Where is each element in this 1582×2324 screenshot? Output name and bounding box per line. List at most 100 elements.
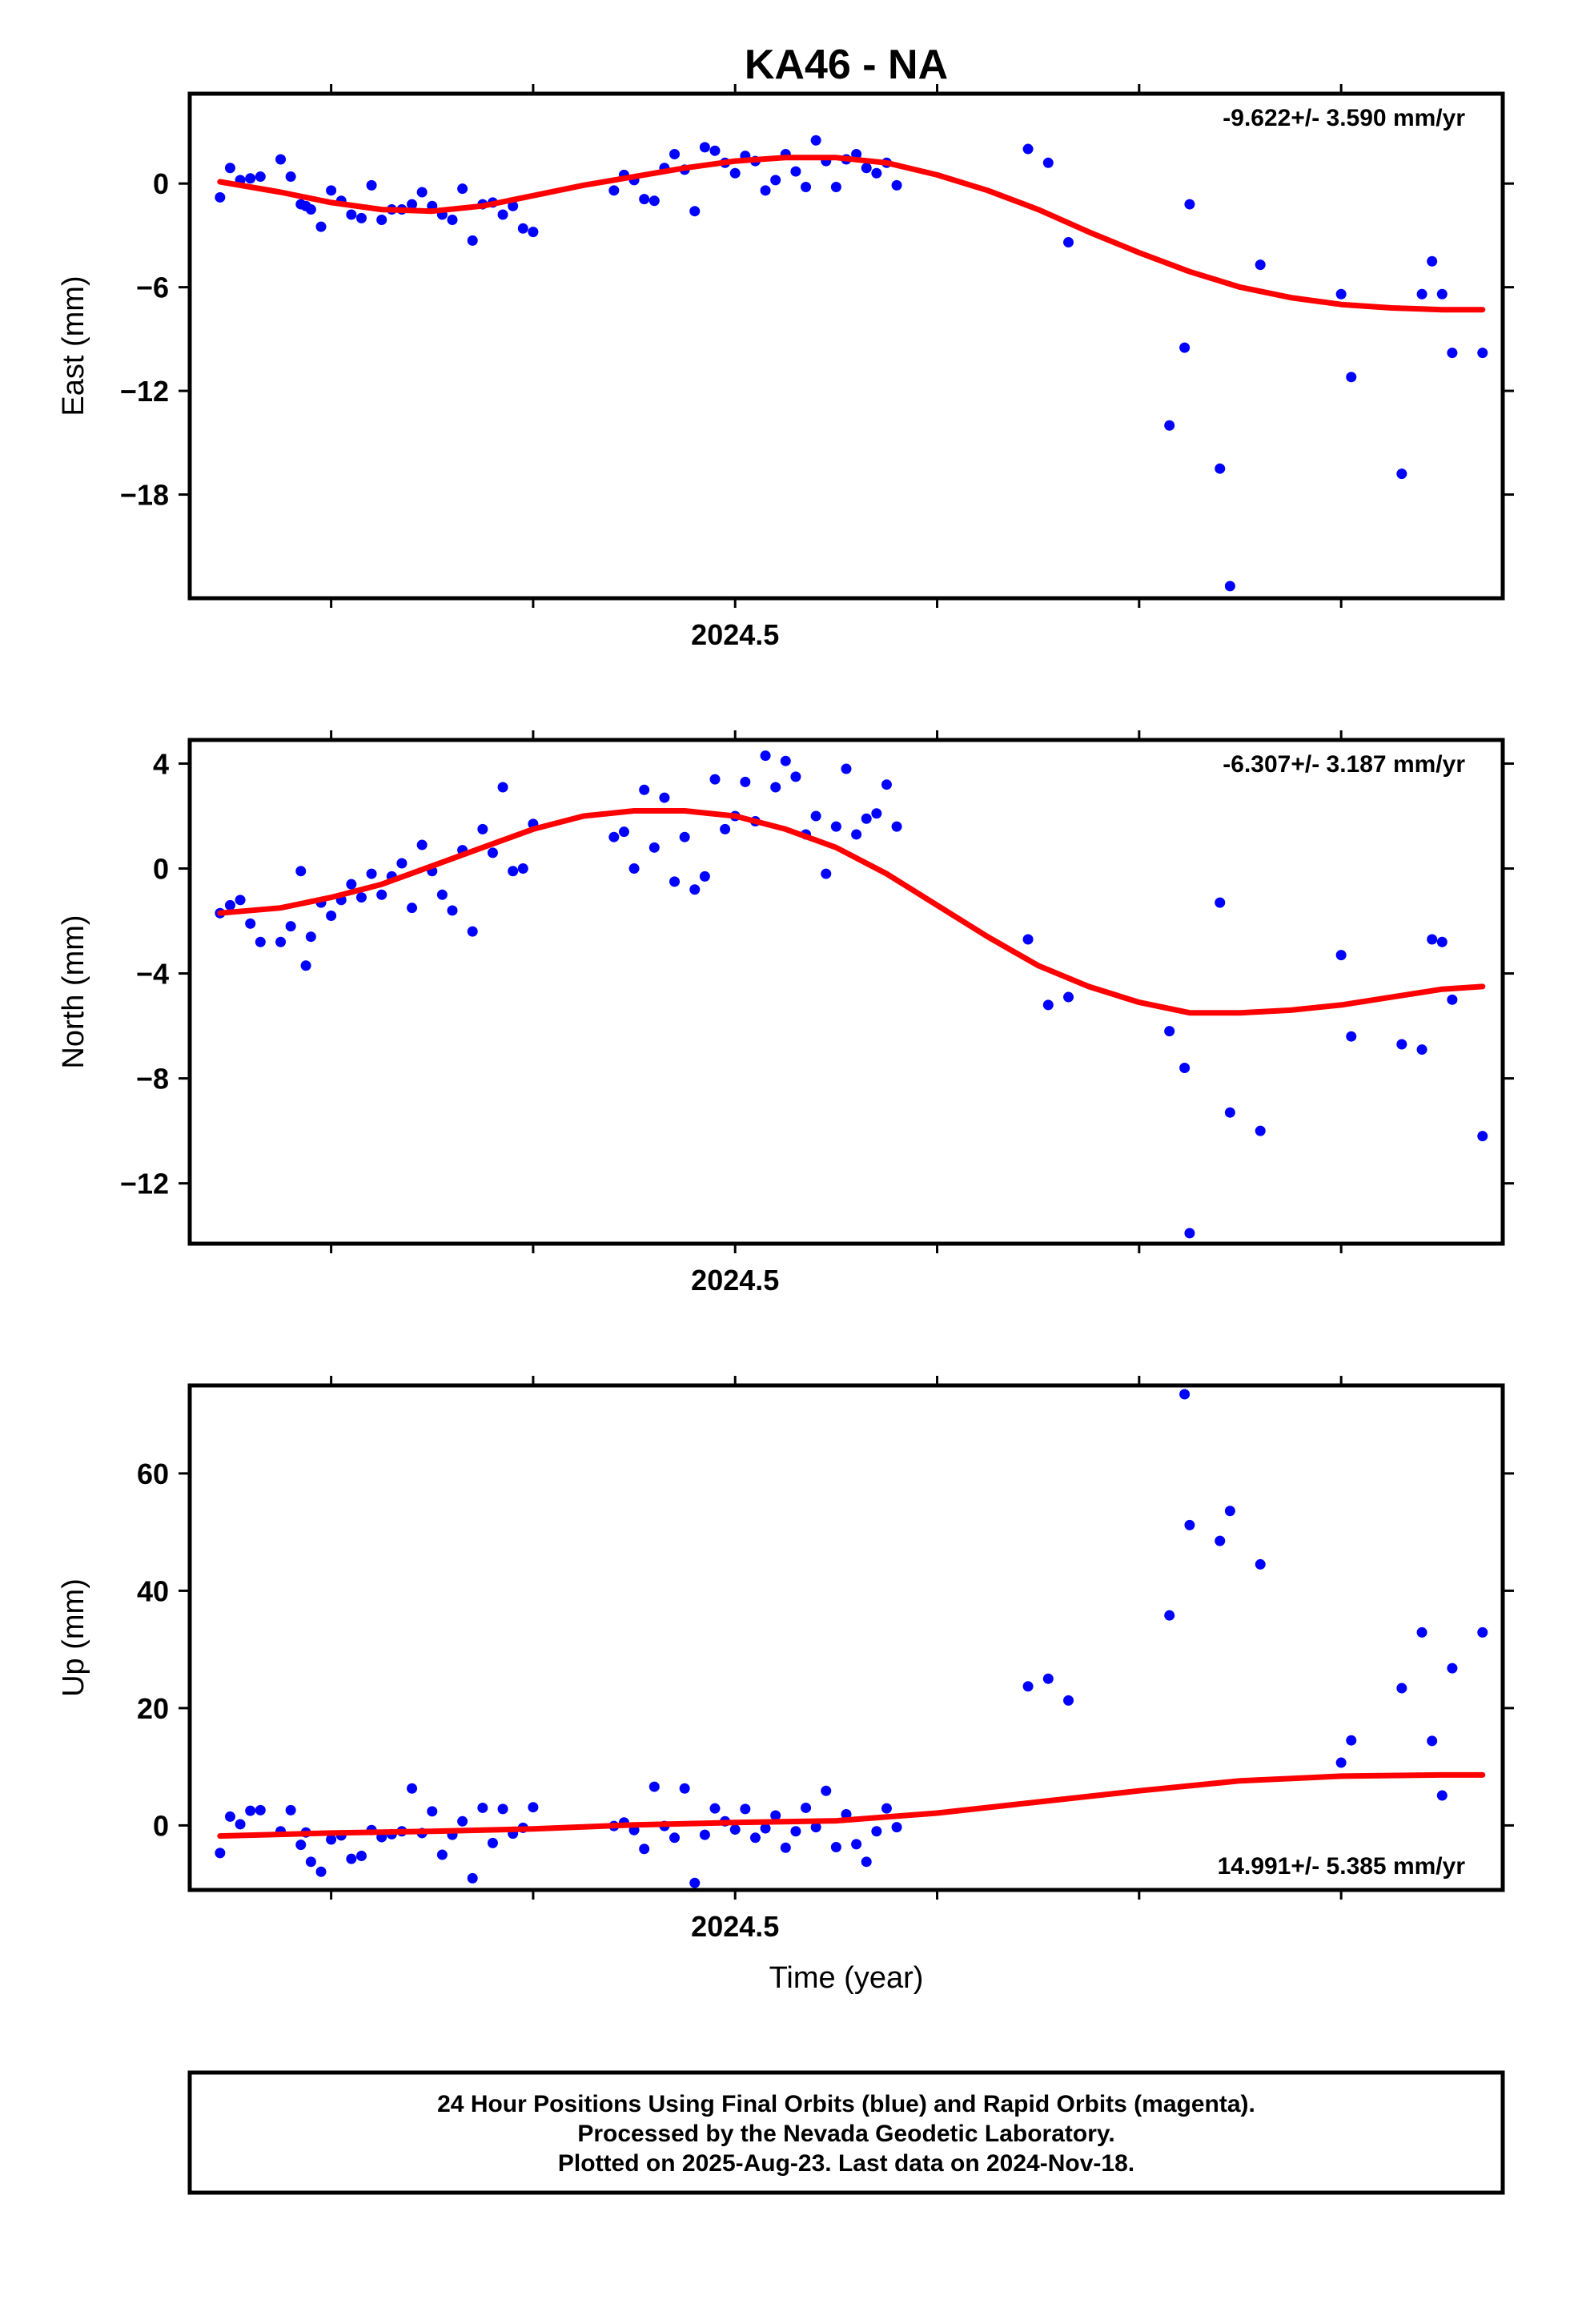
north-rate-label: -6.307+/- 3.187 mm/yr [1223, 751, 1465, 778]
north-y-tick-label: −8 [136, 1063, 169, 1096]
up-data-point [326, 1834, 337, 1845]
east-y-tick-label: 0 [153, 167, 169, 200]
east-data-point [366, 179, 377, 191]
east-fit-curve [217, 155, 1486, 313]
north-data-point [1427, 934, 1438, 945]
up-data-point [1477, 1626, 1488, 1638]
north-data-point [1335, 950, 1347, 961]
east-data-point [1179, 342, 1191, 353]
up-data-point [1396, 1683, 1407, 1694]
north-data-point [295, 866, 307, 877]
x-axis-label: Time (year) [769, 1961, 924, 1995]
up-y-tick-label: 0 [153, 1809, 169, 1842]
north-data-point [497, 782, 508, 793]
up-data-point [427, 1806, 438, 1817]
up-data-point [1022, 1681, 1034, 1692]
east-frame [187, 91, 1505, 601]
east-data-point [830, 182, 841, 193]
north-data-point [1447, 994, 1458, 1005]
east-data-point [801, 182, 812, 193]
up-data-point [457, 1815, 468, 1827]
east-rate-label: -9.622+/- 3.590 mm/yr [1223, 105, 1465, 131]
east-data-point [639, 194, 650, 205]
north-data-point [376, 889, 387, 900]
north-data-point [810, 810, 821, 822]
up-data-point [1346, 1735, 1357, 1746]
north-y-axis-label: North (mm) [57, 915, 90, 1068]
east-data-point [355, 212, 367, 223]
north-data-point [355, 892, 367, 903]
east-data-point [1436, 288, 1447, 300]
east-data-point [376, 215, 387, 225]
north-y-tick-label: −4 [136, 958, 169, 991]
up-data-point [355, 1851, 367, 1862]
east-data-point [305, 204, 316, 215]
east-data-point [528, 227, 539, 238]
north-data-point [517, 863, 528, 875]
north-data-point [1042, 999, 1054, 1011]
east-data-point [215, 191, 226, 203]
north-data-point [709, 774, 721, 785]
east-data-point [689, 206, 701, 217]
east-data-point [1346, 372, 1357, 383]
up-data-point [881, 1803, 892, 1814]
north-data-point [305, 931, 316, 943]
up-data-point [1215, 1535, 1226, 1546]
up-data-point [497, 1803, 508, 1815]
east-y-tick-label: −6 [136, 271, 169, 304]
up-data-point [830, 1842, 841, 1853]
up-data-point [699, 1829, 710, 1840]
north-data-point [780, 755, 791, 766]
up-data-point [790, 1826, 801, 1837]
up-data-point [851, 1839, 862, 1850]
up-y-tick-label: 40 [137, 1574, 169, 1607]
north-data-point [618, 826, 629, 838]
north-data-point [770, 782, 781, 793]
east-data-point [517, 223, 528, 234]
north-data-point [235, 895, 246, 906]
east-data-point [1164, 420, 1175, 431]
east-data-point [1416, 288, 1427, 300]
east-data-point [608, 185, 620, 196]
east-data-point [1063, 237, 1074, 248]
east-data-point [810, 135, 821, 146]
north-frame [187, 738, 1505, 1246]
north-data-point [326, 910, 337, 921]
up-data-point [477, 1802, 488, 1813]
north-data-point [436, 889, 448, 900]
east-data-point [1427, 255, 1438, 267]
up-data-point [528, 1802, 539, 1813]
east-y-tick-label: −18 [120, 479, 169, 512]
east-data-point [224, 163, 235, 174]
footer-box: 24 Hour Positions Using Final Orbits (bl… [187, 2070, 1505, 2195]
north-x-tick-label: 2024.5 [691, 1264, 779, 1297]
north-data-point [245, 918, 256, 929]
up-data-point [1447, 1663, 1458, 1674]
east-panel: 2024.5 0 −6 −12 −18 East (mm) -9.622+/- 3.590 … [57, 84, 1514, 651]
up-data-point [1179, 1389, 1191, 1400]
north-data-point [659, 792, 670, 803]
up-data-point [1255, 1558, 1266, 1570]
north-data-point [447, 905, 458, 916]
north-data-point [1477, 1131, 1488, 1142]
up-data-point [749, 1832, 761, 1844]
up-data-point [315, 1866, 327, 1877]
east-data-point [508, 200, 519, 211]
north-data-point [1255, 1125, 1266, 1136]
up-points [215, 1389, 1488, 1888]
up-frame [187, 1383, 1505, 1892]
north-data-point [487, 847, 498, 858]
north-data-point [861, 813, 872, 824]
up-data-point [346, 1853, 357, 1864]
east-points [215, 135, 1488, 592]
east-data-point [1022, 143, 1034, 155]
up-data-point [709, 1803, 721, 1814]
north-data-point [679, 831, 690, 842]
north-data-point [416, 839, 428, 850]
up-y-tick-label: 20 [137, 1692, 169, 1725]
up-data-point [810, 1822, 821, 1833]
north-data-point [366, 868, 377, 879]
east-data-point [275, 154, 287, 165]
east-data-point [1255, 259, 1266, 271]
